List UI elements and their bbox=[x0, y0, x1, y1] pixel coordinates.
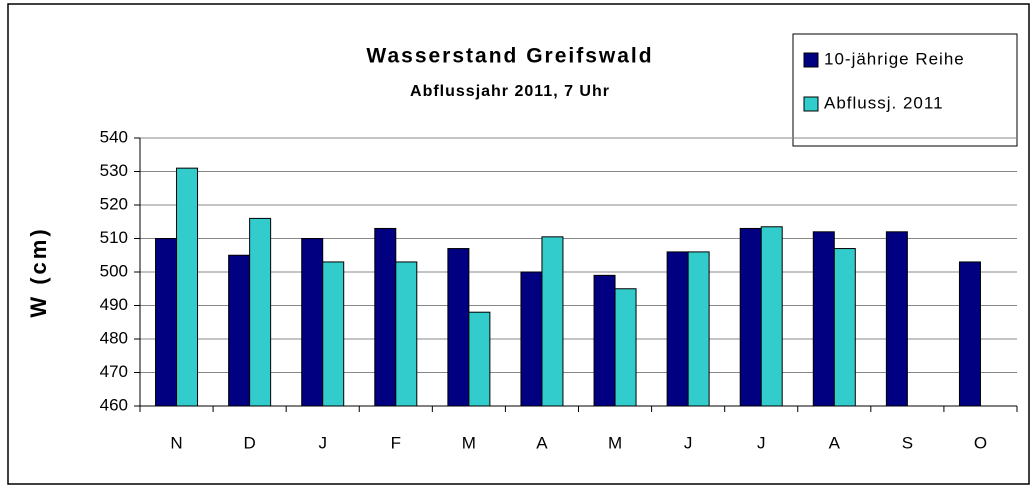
x-tick-label: O bbox=[974, 433, 987, 452]
bar bbox=[447, 248, 470, 407]
chart-subtitle: Abflussjahr 2011, 7 Uhr bbox=[410, 83, 610, 100]
y-axis-label: W (cm) bbox=[26, 226, 51, 317]
y-tick-label: 530 bbox=[100, 161, 128, 180]
x-tick-label: J bbox=[684, 433, 693, 452]
bar bbox=[885, 231, 908, 407]
y-tick-label: 480 bbox=[100, 328, 128, 347]
x-tick-label: F bbox=[391, 433, 401, 452]
legend-box bbox=[792, 33, 1018, 147]
x-tick-label: A bbox=[536, 433, 548, 452]
y-tick-label: 540 bbox=[100, 127, 128, 146]
bar bbox=[666, 251, 689, 407]
x-tick-label: N bbox=[170, 433, 182, 452]
bar bbox=[739, 227, 762, 407]
x-tick-label: M bbox=[608, 433, 622, 452]
bar bbox=[833, 248, 856, 407]
legend-label: Abflussj. 2011 bbox=[824, 93, 944, 112]
bar bbox=[322, 261, 345, 407]
legend-swatch bbox=[803, 52, 819, 68]
bar bbox=[155, 238, 178, 407]
x-tick-label: J bbox=[318, 433, 327, 452]
bar bbox=[687, 251, 710, 407]
bar bbox=[395, 261, 418, 407]
bar bbox=[228, 254, 251, 407]
y-tick-label: 520 bbox=[100, 194, 128, 213]
bar bbox=[958, 261, 981, 407]
y-tick-label: 500 bbox=[100, 261, 128, 280]
legend-label: 10-jährige Reihe bbox=[824, 49, 965, 68]
y-tick-label: 460 bbox=[100, 395, 128, 414]
chart-title: Wasserstand Greifswald bbox=[366, 45, 653, 68]
bar bbox=[301, 238, 324, 407]
bar bbox=[176, 167, 199, 407]
y-tick-label: 510 bbox=[100, 228, 128, 247]
bar bbox=[520, 271, 543, 407]
x-tick-label: S bbox=[902, 433, 913, 452]
bar bbox=[760, 226, 783, 407]
bar bbox=[468, 311, 491, 407]
bar bbox=[593, 274, 616, 407]
x-tick-label: D bbox=[243, 433, 255, 452]
bar bbox=[812, 231, 835, 407]
bar bbox=[374, 227, 397, 407]
bar bbox=[249, 217, 272, 407]
x-tick-label: A bbox=[829, 433, 841, 452]
legend-swatch bbox=[803, 96, 819, 112]
bar bbox=[614, 288, 637, 407]
y-tick-label: 490 bbox=[100, 295, 128, 314]
y-tick-label: 470 bbox=[100, 362, 128, 381]
bar bbox=[541, 236, 564, 407]
x-tick-label: M bbox=[462, 433, 476, 452]
x-tick-label: J bbox=[757, 433, 766, 452]
